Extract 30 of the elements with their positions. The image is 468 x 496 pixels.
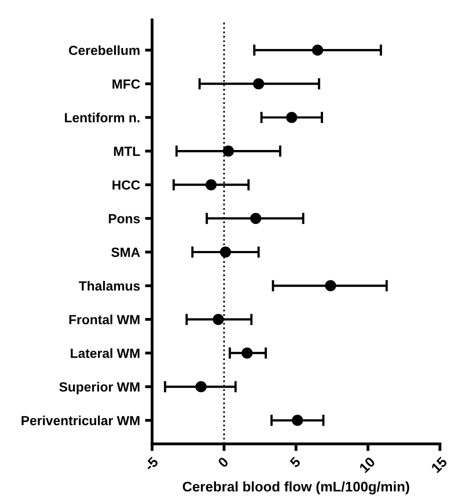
y-tick-label: MFC (112, 79, 140, 89)
point (222, 146, 234, 157)
point (253, 78, 264, 90)
y-tick-label: Pons (108, 214, 140, 224)
point (220, 246, 232, 258)
y-tick-label: Lentiform n. (64, 112, 140, 122)
x-tick-label: 5 (289, 456, 302, 468)
point (292, 414, 304, 426)
x-tick-label: 10 (358, 456, 376, 474)
point (250, 212, 262, 224)
x-tick-label: -5 (144, 456, 159, 472)
point (212, 314, 224, 325)
point (312, 44, 324, 56)
point (324, 280, 336, 292)
y-tick-label: Cerebellum (68, 45, 140, 56)
y-tick-label: Thalamus (78, 280, 140, 291)
y-tick-label: Superior WM (59, 382, 140, 394)
x-axis-title: Cerebral blood flow (mL/100g/min) (182, 481, 410, 494)
point (242, 347, 253, 359)
point (206, 179, 217, 190)
point (195, 381, 207, 392)
y-tick-label: HCC (112, 180, 140, 190)
x-tick-label: 0 (217, 456, 230, 468)
y-tick-label: SMA (111, 248, 140, 257)
x-tick-label: 15 (430, 456, 448, 474)
y-tick-label: Periventricular WM (22, 416, 140, 426)
point (286, 112, 298, 123)
y-tick-label: Lateral WM (70, 348, 140, 358)
y-tick-label: MTL (114, 146, 140, 156)
y-tick-label: Frontal WM (69, 314, 140, 324)
